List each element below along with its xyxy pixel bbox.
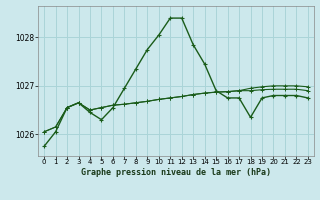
- X-axis label: Graphe pression niveau de la mer (hPa): Graphe pression niveau de la mer (hPa): [81, 168, 271, 177]
